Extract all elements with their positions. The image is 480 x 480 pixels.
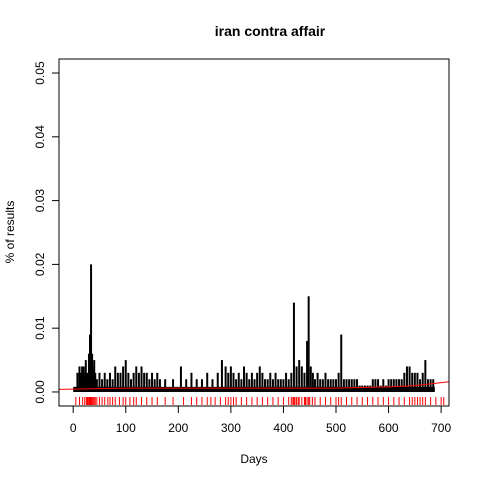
y-tick-label: 0.00 xyxy=(33,380,47,404)
baseline-band xyxy=(73,386,435,392)
y-axis: 0.00 0.01 0.02 0.03 0.04 0.05 xyxy=(33,61,60,404)
rug-marks xyxy=(75,397,445,405)
x-tick-label: 600 xyxy=(379,421,399,435)
x-tick-label: 400 xyxy=(273,421,293,435)
trend-line xyxy=(58,381,450,390)
chart-title: iran contra affair xyxy=(215,23,326,39)
x-tick-label: 100 xyxy=(116,421,136,435)
x-axis: 0 100 200 300 400 500 600 700 xyxy=(70,405,451,435)
x-tick-label: 200 xyxy=(168,421,188,435)
x-tick-label: 500 xyxy=(326,421,346,435)
baseline-fill xyxy=(73,386,435,392)
y-tick-label: 0.02 xyxy=(33,252,47,276)
y-tick-label: 0.01 xyxy=(33,316,47,340)
x-tick-label: 0 xyxy=(70,421,77,435)
x-tick-label: 700 xyxy=(431,421,451,435)
y-axis-label: % of results xyxy=(3,201,17,264)
y-tick-label: 0.05 xyxy=(33,61,47,85)
x-tick-label: 300 xyxy=(221,421,241,435)
y-tick-label: 0.04 xyxy=(33,125,47,149)
x-axis-label: Days xyxy=(240,452,267,466)
y-tick-label: 0.03 xyxy=(33,189,47,213)
trend-series-line xyxy=(58,381,450,390)
